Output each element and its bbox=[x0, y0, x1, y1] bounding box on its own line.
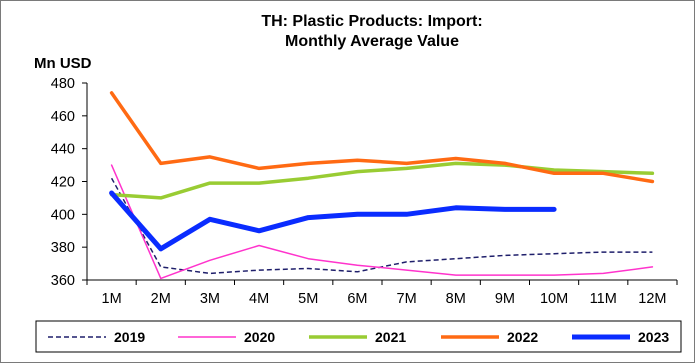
x-tick-label: 3M bbox=[200, 291, 220, 307]
series-line-2021 bbox=[109, 161, 655, 200]
y-tick-label: 360 bbox=[51, 273, 75, 289]
chart-title-line-1: TH: Plastic Products: Import: bbox=[261, 13, 482, 30]
legend-label-2022: 2022 bbox=[507, 329, 538, 345]
series-line-2023 bbox=[109, 190, 557, 252]
x-tick-label: 1M bbox=[102, 291, 122, 307]
x-tick-label: 6M bbox=[347, 291, 367, 307]
chart-title-line-2: Monthly Average Value bbox=[285, 33, 459, 50]
x-tick-label: 4M bbox=[249, 291, 269, 307]
x-tick-label: 7M bbox=[397, 291, 417, 307]
x-tick-label: 5M bbox=[298, 291, 318, 307]
series-line-2022 bbox=[109, 91, 655, 184]
y-tick-label: 480 bbox=[51, 76, 75, 92]
series-line-2020 bbox=[110, 164, 654, 280]
legend-label-2021: 2021 bbox=[375, 329, 406, 345]
series-layer bbox=[109, 91, 655, 280]
y-axis-label: Mn USD bbox=[34, 55, 92, 72]
x-tick-label: 9M bbox=[495, 291, 515, 307]
series-line-2019 bbox=[110, 177, 653, 275]
y-tick-label: 460 bbox=[51, 109, 75, 125]
y-tick-label: 400 bbox=[51, 207, 75, 223]
x-tick-label: 10M bbox=[540, 291, 568, 307]
y-tick-label: 440 bbox=[51, 142, 75, 158]
legend-label-2020: 2020 bbox=[244, 329, 275, 345]
x-tick-label: 8M bbox=[446, 291, 466, 307]
legend-label-2019: 2019 bbox=[114, 329, 145, 345]
x-tick-label: 2M bbox=[151, 291, 171, 307]
legend-label-2023: 2023 bbox=[638, 329, 669, 345]
x-tick-label: 11M bbox=[590, 291, 617, 307]
legend: 2019 2020 2021 2022 2023 bbox=[48, 329, 669, 345]
y-tick-label: 380 bbox=[51, 240, 75, 256]
y-tick-label: 420 bbox=[51, 175, 75, 191]
axes: 360 380 400 420 440 460 480 1M 2M 3M 4M 5M 6M 7M 8M 9M 1… bbox=[51, 76, 678, 307]
x-tick-label: 12M bbox=[638, 291, 666, 307]
